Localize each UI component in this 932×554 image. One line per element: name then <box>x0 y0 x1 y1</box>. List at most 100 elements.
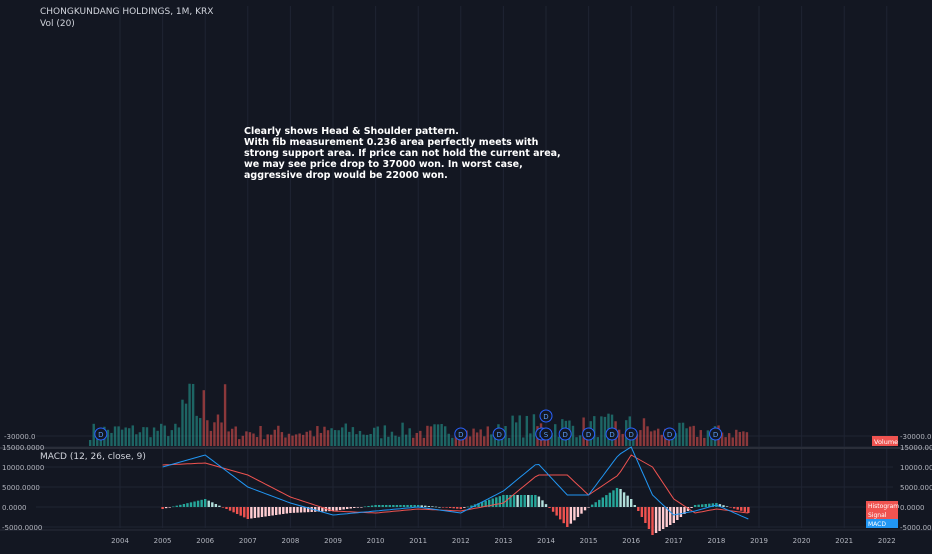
volume-bar <box>465 430 468 446</box>
macd-histogram-bar <box>544 504 548 507</box>
macd-histogram-bar <box>399 505 402 507</box>
volume-bar <box>735 429 738 446</box>
volume-bar <box>188 383 191 446</box>
volume-bar <box>301 434 305 446</box>
macd-histogram-bar <box>566 507 569 527</box>
volume-bar <box>511 415 514 446</box>
macd-histogram-bar <box>161 507 164 509</box>
time-axis-label: 2010 <box>367 537 385 545</box>
macd-histogram-bar <box>168 507 171 508</box>
price-axis-left: 180000.0170000.0160000.0150000.0140000.0… <box>4 433 35 441</box>
volume-bar <box>245 431 248 446</box>
volume-bar <box>252 433 255 446</box>
volume-bar <box>223 384 227 446</box>
macd-histogram-bar <box>431 506 434 507</box>
time-axis-label: 2006 <box>196 537 214 545</box>
macd-histogram-bar <box>363 506 367 508</box>
dividend-marker <box>624 427 638 441</box>
macd-histogram-bar <box>409 505 413 507</box>
macd-histogram-bar <box>640 507 644 517</box>
volume-bar <box>199 418 202 446</box>
macd-histogram-bar <box>275 507 278 515</box>
macd-histogram-bar <box>417 505 420 507</box>
volume-bar <box>440 424 443 446</box>
macd-histogram-bar <box>527 495 530 507</box>
volume-bar <box>270 434 273 446</box>
macd-histogram-bar <box>690 507 693 508</box>
macd-histogram-bar <box>331 507 335 511</box>
macd-histogram-bar <box>683 507 686 514</box>
time-axis-label: 2007 <box>239 537 257 545</box>
macd-axis-label: 0.0000 <box>900 504 925 512</box>
macd-histogram-bar <box>349 507 352 509</box>
macd-histogram-bar <box>580 507 583 514</box>
volume-bar <box>731 437 734 446</box>
macd-histogram-bar <box>267 507 271 516</box>
macd-histogram-bar <box>647 507 651 529</box>
volume-bar <box>106 429 110 446</box>
volume-bar <box>550 432 553 446</box>
volume-bar <box>128 428 131 446</box>
macd-histogram-bar <box>438 507 441 508</box>
macd-histogram-bar <box>335 507 338 511</box>
macd-histogram-bar <box>477 503 480 507</box>
analysis-note: Clearly shows Head & Shoulder pattern. W… <box>244 126 561 181</box>
macd-histogram-bar <box>253 507 257 518</box>
symbol-title: CHONGKUNDANG HOLDINGS, 1M, KRX <box>40 7 214 17</box>
volume-bar <box>415 432 418 446</box>
macd-histogram-bar <box>193 501 196 507</box>
volume-bar <box>277 425 280 446</box>
volume-bar <box>159 423 163 446</box>
volume-bar <box>404 434 408 446</box>
volume-bar <box>273 429 276 446</box>
macd-histogram-bar <box>583 507 587 511</box>
volume-bar <box>284 437 287 446</box>
macd-axis-label: 10000.0000 <box>900 464 932 472</box>
macd-histogram-bar <box>598 499 601 507</box>
macd-histogram-bar <box>424 505 427 507</box>
volume-bar <box>525 415 529 446</box>
macd-axis-label: 10000.0000 <box>2 464 44 472</box>
macd-histogram-bar <box>701 504 704 507</box>
volume-bar <box>156 430 159 446</box>
dividend-marker-label: D <box>458 431 463 439</box>
volume-bar <box>720 432 724 446</box>
macd-histogram-bar <box>693 505 697 507</box>
macd-histogram-bar <box>601 497 604 507</box>
volume-bar <box>287 433 291 446</box>
volume-bar <box>135 434 138 446</box>
price-axis-right: 180000.0170000.0160000.0150000.0140000.0… <box>900 433 931 441</box>
volume-bar <box>653 430 656 446</box>
volume-bar <box>145 427 149 446</box>
macd-histogram-bar <box>732 507 736 509</box>
macd-histogram-bar <box>285 507 289 514</box>
macd-histogram-bar <box>392 505 395 507</box>
volume-bar <box>355 434 358 446</box>
volume-bar <box>241 435 245 446</box>
macd-line <box>162 446 749 520</box>
time-axis-label: 2012 <box>452 537 470 545</box>
volume-bar <box>596 437 600 446</box>
time-axis-label: 2008 <box>281 537 299 545</box>
volume-indicator-title: Vol (20) <box>40 19 75 29</box>
macd-histogram-bar <box>516 495 519 507</box>
macd-histogram-bar <box>257 507 260 518</box>
volume-bar <box>433 424 436 446</box>
volume-bar <box>447 433 450 446</box>
macd-histogram-bar <box>250 507 253 519</box>
macd-histogram-bar <box>189 502 193 507</box>
volume-bar <box>298 433 301 446</box>
macd-legend-tag: MACD <box>868 521 886 528</box>
volume-bar <box>358 430 362 446</box>
macd-histogram-bar <box>264 507 267 517</box>
volume-bar <box>454 436 458 446</box>
macd-histogram-bar <box>328 507 331 512</box>
macd-histogram-bar <box>282 507 285 514</box>
macd-histogram-bar <box>740 507 743 511</box>
dividend-marker-label: D <box>586 431 591 439</box>
time-axis-label: 2009 <box>324 537 342 545</box>
macd-axis-label: -5000.0000 <box>2 524 42 532</box>
volume-bar <box>429 426 433 446</box>
